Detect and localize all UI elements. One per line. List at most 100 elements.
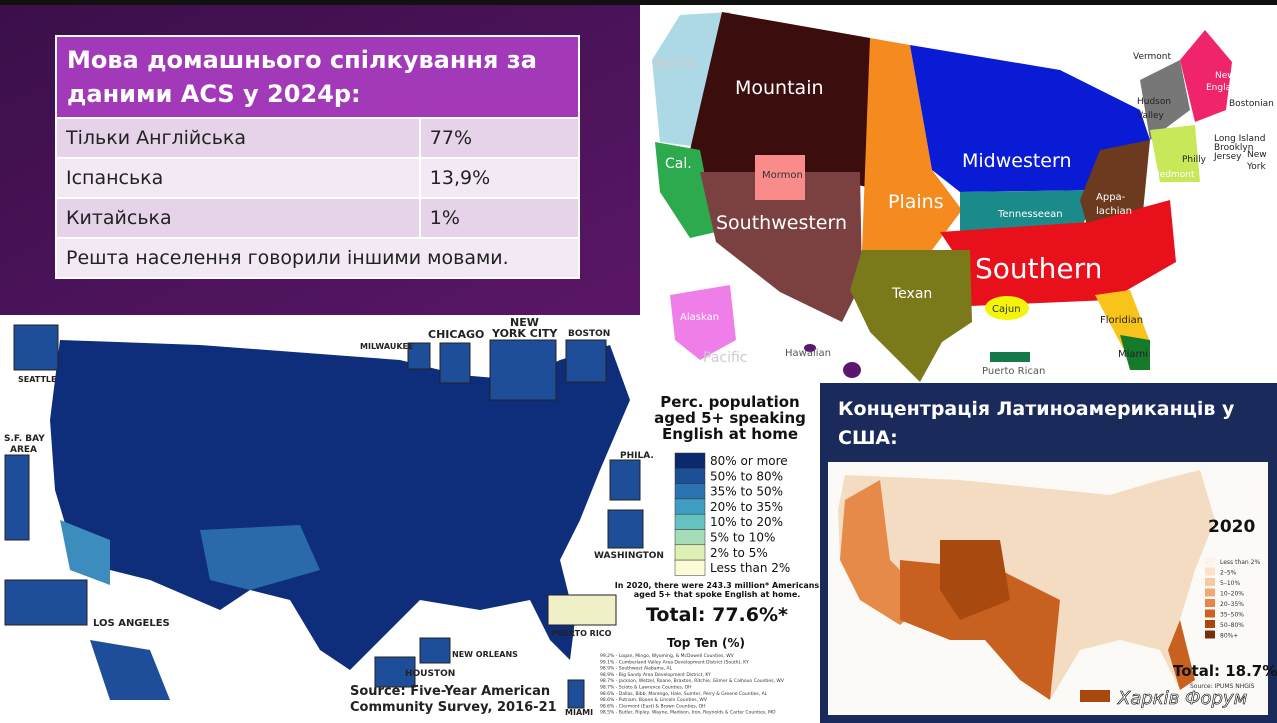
- legend-label: Less than 2%: [710, 561, 790, 575]
- label: Piedmont: [1152, 170, 1195, 180]
- legend-swatch: [1205, 620, 1215, 628]
- top-ten-title: Top Ten (%): [667, 636, 745, 650]
- source: Source: IPUMS NHGIS: [1190, 683, 1255, 690]
- legend-label: 2% to 5%: [710, 546, 768, 560]
- watermark: Харків Форум: [1117, 688, 1247, 709]
- inset-label: NEW: [510, 316, 539, 329]
- legend-label: Less than 2%: [1220, 559, 1260, 566]
- top-ten-item: 98.6% - Clermont (East) & Brown Counties…: [600, 703, 706, 709]
- legend-label: 20% to 35%: [710, 500, 783, 514]
- title: Концентрація Латиноамериканців у: [838, 398, 1235, 420]
- legend-label: 80% or more: [710, 454, 788, 468]
- legend-swatch: [674, 513, 706, 530]
- label: Hawaiian: [785, 348, 831, 359]
- legend-label: 5–10%: [1220, 580, 1240, 587]
- top-ten-item: 98.9% - Southwest Alabama, AL: [600, 666, 673, 672]
- inset-label: PUERTO RICO: [551, 629, 612, 638]
- label: Cajun: [992, 304, 1021, 315]
- region: [1140, 60, 1190, 140]
- legend-label: 10–20%: [1220, 591, 1244, 598]
- label: Tennesseean: [997, 209, 1063, 220]
- label: Plains: [888, 191, 944, 213]
- inset-label: NEW ORLEANS: [452, 650, 518, 659]
- label: Floridian: [1100, 315, 1143, 326]
- legend-label: 50–80%: [1220, 622, 1244, 629]
- inset: [419, 637, 451, 664]
- inset: [565, 339, 607, 383]
- top-ten-item: 98.9% - Big Sandy Area Development Distr…: [600, 672, 711, 678]
- label: Valley: [1137, 111, 1165, 121]
- title: США:: [838, 427, 898, 449]
- legend-swatch: [1205, 567, 1215, 576]
- inset-label: MILWAUKEE: [360, 342, 413, 351]
- legend-swatch: [1205, 588, 1215, 597]
- legend-swatch: [674, 529, 706, 546]
- region: [850, 250, 972, 382]
- inset: [4, 454, 30, 541]
- legend-label: 35% to 50%: [710, 485, 783, 499]
- label: Cal.: [665, 156, 692, 172]
- region: [1150, 125, 1200, 182]
- region: [700, 172, 862, 322]
- legend-label: 10% to 20%: [710, 515, 783, 529]
- inset-label: S.F. BAY: [4, 434, 45, 444]
- top-ten-item: 99.1% - Cumberland Valley Area Developme…: [600, 659, 749, 665]
- top-ten-item: 98.7% - Scioto & Lawrence Counties, OH: [600, 685, 692, 691]
- label: Appa-: [1096, 192, 1126, 203]
- legend-label: 5% to 10%: [710, 531, 775, 545]
- inset: [567, 679, 585, 709]
- label: New: [1247, 150, 1267, 160]
- region: [990, 352, 1030, 362]
- note: In 2020, there were 243.3 million* Ameri…: [615, 581, 820, 590]
- label: Southwestern: [716, 212, 847, 234]
- legend-swatch: [674, 452, 706, 469]
- label: lachian: [1096, 206, 1132, 217]
- label: Long Island: [1214, 134, 1265, 144]
- source: Community Survey, 2016-21: [350, 700, 557, 715]
- english-map: SEATTLE MILWAUKEE CHICAGO NEW YORK CITY …: [0, 315, 819, 723]
- label: Vermont: [1133, 52, 1172, 62]
- inset: [4, 579, 88, 626]
- label: Brooklyn: [1214, 143, 1253, 153]
- year: 2020: [1208, 517, 1255, 537]
- inset-label: CHICAGO: [428, 328, 484, 341]
- label: Southern: [975, 252, 1102, 285]
- table-note: Решта населення говорили іншими мовами.: [55, 237, 580, 279]
- region: [1080, 690, 1110, 702]
- legend-swatch: [1205, 609, 1215, 618]
- label: Pacific: [654, 56, 699, 72]
- region: [670, 285, 736, 360]
- label: New: [1215, 71, 1235, 81]
- legend-label: 35–50%: [1220, 612, 1244, 619]
- top-ten-item: 98.7% - Jackson, Wetzel, Roane, Braxton,…: [600, 678, 785, 684]
- top-ten-item: 98.6% - Putnam, Boone & Lincoln Counties…: [600, 697, 708, 703]
- cell: 1%: [418, 197, 581, 239]
- inset-label: SEATTLE: [18, 375, 56, 384]
- region: [200, 525, 320, 590]
- cell: Іспанська: [55, 157, 421, 199]
- language-table: Мова домашнього спілкування за даними AC…: [55, 35, 581, 279]
- inset: [489, 339, 557, 401]
- label: Mormon: [762, 170, 803, 181]
- legend-label: 20–35%: [1220, 601, 1244, 608]
- legend-swatch: [1205, 630, 1215, 639]
- label: Puerto Rican: [982, 366, 1045, 377]
- region: [940, 540, 1010, 620]
- label: Mountain: [735, 77, 824, 99]
- region: [690, 12, 880, 190]
- region: [985, 296, 1029, 320]
- label: Midwestern: [962, 150, 1072, 172]
- inset: [13, 324, 59, 371]
- region: [1180, 30, 1232, 122]
- inset-label: LOS ANGELES: [93, 618, 170, 629]
- legend-title: Perc. population: [660, 393, 799, 411]
- label: York: [1246, 162, 1267, 172]
- region: [862, 38, 962, 250]
- inset-label: PHILA.: [620, 451, 654, 461]
- inset: [439, 342, 471, 384]
- legend-swatch: [1205, 599, 1215, 607]
- region: [655, 142, 716, 238]
- note: aged 5+ that spoke English at home.: [634, 590, 801, 599]
- source: Source: Five-Year American: [350, 684, 550, 699]
